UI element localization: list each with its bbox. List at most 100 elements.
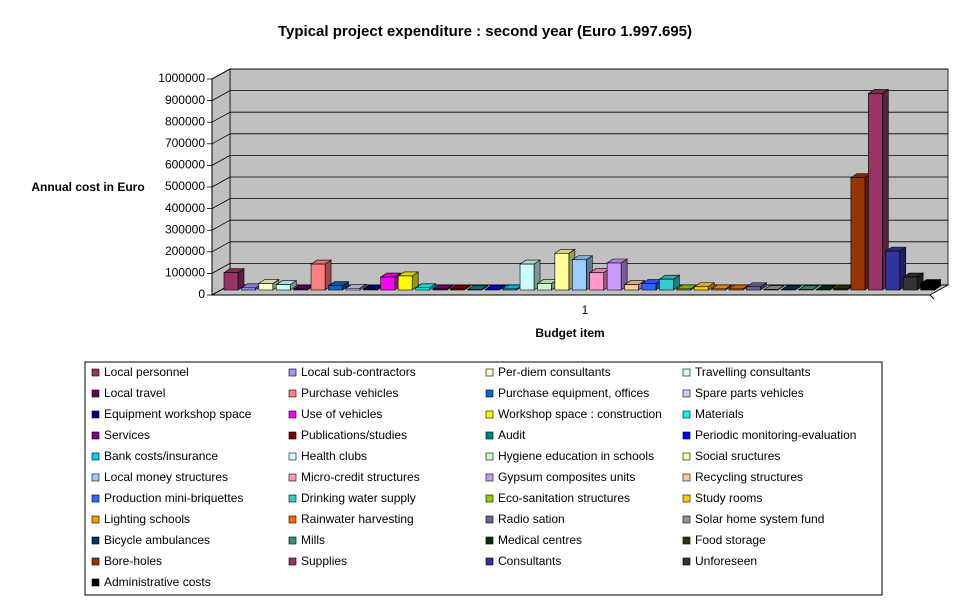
legend-swatch [486,432,493,439]
bar [294,289,308,290]
bar [659,279,673,290]
legend-label: Local travel [104,386,165,400]
bar [485,289,499,290]
legend-swatch [683,453,690,460]
legend-swatch [683,369,690,376]
legend-swatch [683,390,690,397]
legend-swatch [486,516,493,523]
legend-label: Bank costs/insurance [104,449,218,463]
legend-label: Unforeseen [695,554,757,568]
axis-line [930,295,934,299]
bar [328,286,342,290]
x-axis-title: Budget item [535,326,604,340]
legend-swatch [289,474,296,481]
bar [450,289,464,290]
legend-swatch [289,516,296,523]
legend-label: Mills [301,533,325,547]
legend-label: Local sub-contractors [301,365,416,379]
legend-label: Solar home system fund [695,512,824,526]
legend-label: Rainwater harvesting [301,512,414,526]
legend-label: Micro-credit structures [301,470,420,484]
x-tick-label: 1 [582,303,589,317]
legend-swatch [92,558,99,565]
legend-swatch [486,369,493,376]
legend-swatch [683,558,690,565]
legend-label: Use of vehicles [301,407,382,421]
legend-swatch [92,474,99,481]
legend-swatch [289,495,296,502]
bar [433,289,447,290]
bar [886,251,900,290]
legend-label: Gypsum composites units [498,470,635,484]
bar [276,285,290,290]
legend-label: Supplies [301,554,347,568]
bar [520,264,534,290]
legend-swatch [92,579,99,586]
legend-label: Social sructures [695,449,780,463]
bar [851,178,865,290]
legend-swatch [683,474,690,481]
legend-swatch [486,453,493,460]
bar [468,289,482,290]
legend-swatch [683,516,690,523]
y-tick-label: 500000 [165,179,205,193]
bar [346,288,360,290]
y-tick-label: 1000000 [158,71,205,85]
legend-swatch [486,411,493,418]
legend-swatch [486,390,493,397]
y-tick-label: 0 [198,287,205,301]
y-tick-label: 100000 [165,266,205,280]
legend-label: Hygiene education in schools [498,449,654,463]
y-tick-label: 800000 [165,114,205,128]
legend-swatch [92,453,99,460]
bar [398,276,412,290]
bar [834,289,848,290]
legend-label: Production mini-briquettes [104,491,243,505]
legend-label: Medical centres [498,533,582,547]
legend-swatch [289,453,296,460]
legend-swatch [92,432,99,439]
bar [868,93,882,290]
bar [224,273,238,290]
legend-label: Consultants [498,554,561,568]
y-tick-label: 900000 [165,93,205,107]
legend-swatch [289,537,296,544]
legend-label: Purchase equipment, offices [498,386,649,400]
bar [746,287,760,290]
bar [677,289,691,290]
legend-swatch [92,537,99,544]
legend-label: Eco-sanitation structures [498,491,630,505]
legend-swatch [289,432,296,439]
legend-swatch [683,411,690,418]
y-axis-title: Annual cost in Euro [31,180,144,194]
legend-swatch [486,537,493,544]
legend-swatch [683,537,690,544]
bar [607,263,621,290]
legend-label: Radio sation [498,512,565,526]
legend-swatch [486,558,493,565]
bar [363,289,377,290]
legend-swatch [486,474,493,481]
legend-label: Travelling consultants [695,365,811,379]
bar [572,260,586,290]
legend-swatch [92,516,99,523]
legend-label: Health clubs [301,449,367,463]
legend-label: Lighting schools [104,512,190,526]
chart-title: Typical project expenditure : second yea… [278,23,692,40]
legend-swatch [289,390,296,397]
bar [503,289,517,290]
legend-label: Food storage [695,533,766,547]
bar [712,289,726,290]
y-tick-label: 700000 [165,136,205,150]
bar [259,284,273,290]
bar [381,277,395,290]
bar [555,253,569,290]
legend-label: Periodic monitoring-evaluation [695,428,856,442]
y-tick-label: 200000 [165,244,205,258]
legend-label: Purchase vehicles [301,386,398,400]
legend-swatch [289,369,296,376]
legend-label: Study rooms [695,491,762,505]
y-tick-label: 300000 [165,222,205,236]
legend-label: Per-diem consultants [498,365,611,379]
